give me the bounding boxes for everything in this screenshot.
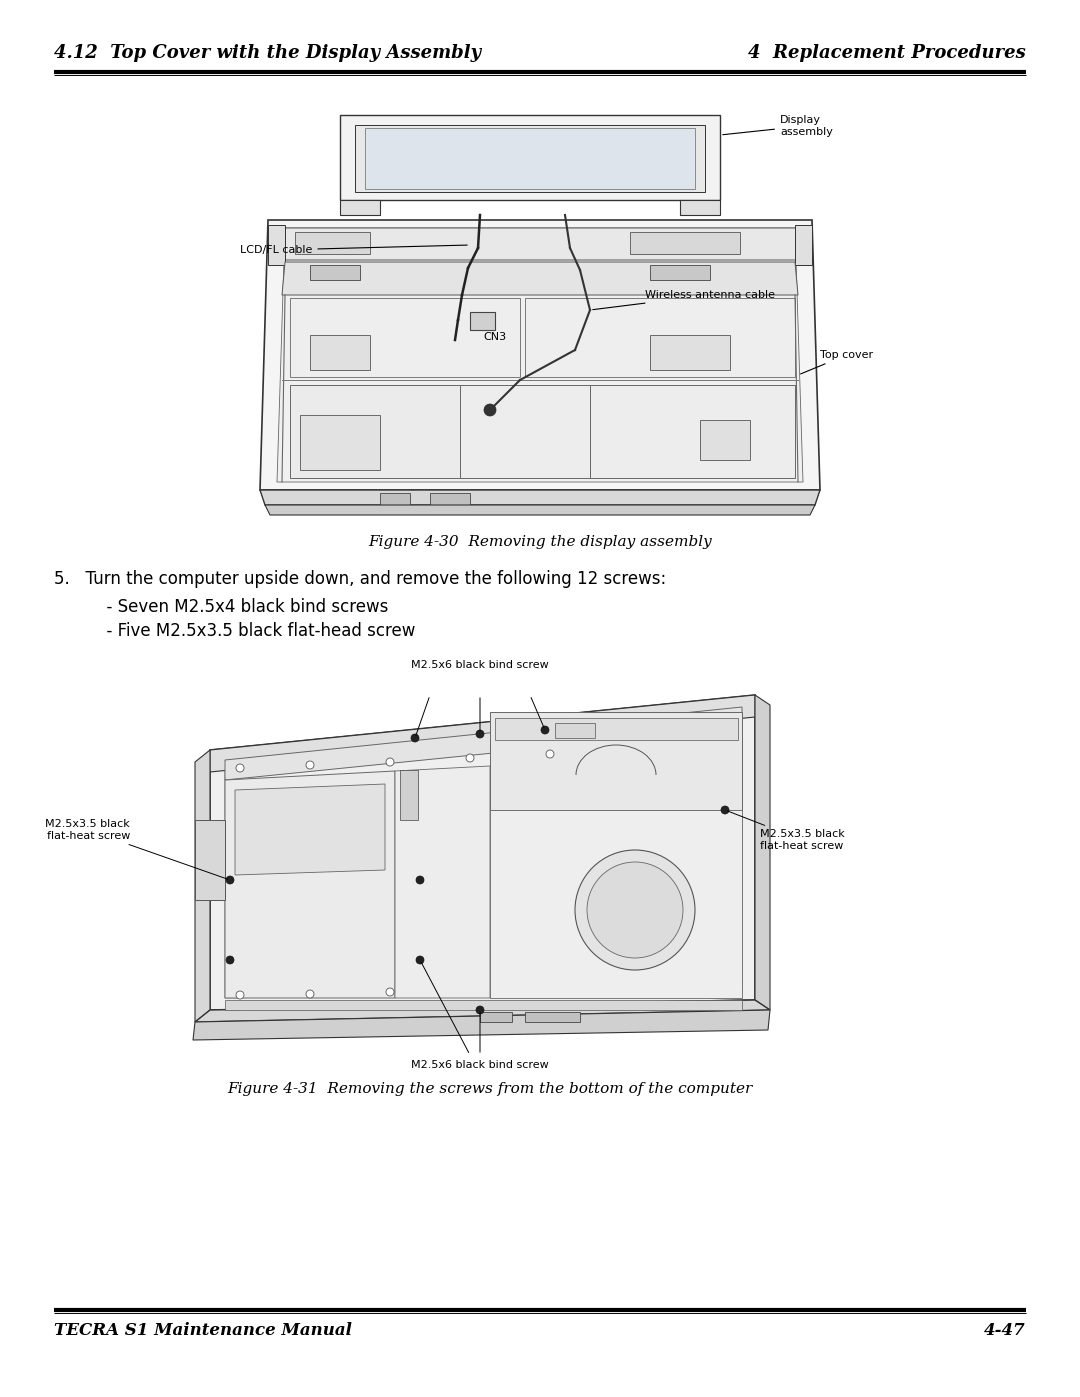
FancyBboxPatch shape <box>700 420 750 460</box>
Text: Wireless antenna cable: Wireless antenna cable <box>593 291 775 310</box>
Polygon shape <box>291 298 519 377</box>
Polygon shape <box>680 200 720 215</box>
Polygon shape <box>195 1000 770 1023</box>
Polygon shape <box>291 386 460 478</box>
Circle shape <box>546 750 554 759</box>
Polygon shape <box>650 265 710 279</box>
Circle shape <box>721 806 729 814</box>
FancyBboxPatch shape <box>480 1011 512 1023</box>
Text: M2.5x6 black bind screw: M2.5x6 black bind screw <box>411 1060 549 1070</box>
Circle shape <box>226 876 234 884</box>
Polygon shape <box>755 694 770 1010</box>
Circle shape <box>386 988 394 996</box>
Polygon shape <box>278 228 802 260</box>
Text: 5.   Turn the computer upside down, and remove the following 12 screws:: 5. Turn the computer upside down, and re… <box>54 570 666 588</box>
Polygon shape <box>260 219 820 490</box>
Polygon shape <box>195 820 225 900</box>
Polygon shape <box>525 298 795 377</box>
Polygon shape <box>590 386 795 478</box>
Text: LCD/FL cable: LCD/FL cable <box>240 244 468 256</box>
Circle shape <box>386 759 394 766</box>
Polygon shape <box>225 707 742 780</box>
Polygon shape <box>355 124 705 191</box>
Polygon shape <box>282 263 798 295</box>
FancyBboxPatch shape <box>400 770 418 820</box>
Text: CN3: CN3 <box>483 332 507 342</box>
Text: M2.5x3.5 black
flat-heat screw: M2.5x3.5 black flat-heat screw <box>728 812 845 851</box>
Polygon shape <box>210 694 755 773</box>
Polygon shape <box>268 225 285 265</box>
Circle shape <box>416 956 424 964</box>
Circle shape <box>476 1006 484 1014</box>
FancyBboxPatch shape <box>310 335 370 370</box>
Circle shape <box>237 764 244 773</box>
Text: 4-47: 4-47 <box>984 1322 1026 1338</box>
Polygon shape <box>340 200 380 215</box>
Polygon shape <box>265 504 815 515</box>
FancyBboxPatch shape <box>525 1011 580 1023</box>
Polygon shape <box>295 232 370 254</box>
Circle shape <box>411 733 419 742</box>
Circle shape <box>416 876 424 884</box>
Text: Display
assembly: Display assembly <box>723 115 833 137</box>
Circle shape <box>465 754 474 761</box>
FancyBboxPatch shape <box>470 312 495 330</box>
FancyBboxPatch shape <box>300 415 380 469</box>
Polygon shape <box>225 707 742 997</box>
FancyBboxPatch shape <box>430 493 470 504</box>
Polygon shape <box>630 232 740 254</box>
Polygon shape <box>260 490 820 504</box>
Polygon shape <box>365 129 696 189</box>
FancyBboxPatch shape <box>555 724 595 738</box>
Text: TECRA S1 Maintenance Manual: TECRA S1 Maintenance Manual <box>54 1322 352 1338</box>
Circle shape <box>306 990 314 997</box>
Text: M2.5x3.5 black
flat-heat screw: M2.5x3.5 black flat-heat screw <box>45 819 228 879</box>
Polygon shape <box>340 115 720 200</box>
Circle shape <box>476 731 484 738</box>
Text: Figure 4-31  Removing the screws from the bottom of the computer: Figure 4-31 Removing the screws from the… <box>228 1083 753 1097</box>
Polygon shape <box>795 225 812 265</box>
Circle shape <box>575 849 696 970</box>
Text: M2.5x6 black bind screw: M2.5x6 black bind screw <box>411 659 549 671</box>
Polygon shape <box>210 694 755 1010</box>
Polygon shape <box>225 1000 742 1010</box>
Circle shape <box>484 404 496 416</box>
Text: 4  Replacement Procedures: 4 Replacement Procedures <box>748 43 1026 61</box>
Polygon shape <box>235 784 384 875</box>
Polygon shape <box>225 771 395 997</box>
FancyBboxPatch shape <box>650 335 730 370</box>
Circle shape <box>226 956 234 964</box>
FancyBboxPatch shape <box>380 493 410 504</box>
Text: Top cover: Top cover <box>800 351 873 374</box>
Polygon shape <box>395 766 490 997</box>
Polygon shape <box>193 1010 770 1039</box>
Text: - Five M2.5x3.5 black flat-head screw: - Five M2.5x3.5 black flat-head screw <box>75 622 416 640</box>
Circle shape <box>237 990 244 999</box>
Text: Figure 4-30  Removing the display assembly: Figure 4-30 Removing the display assembl… <box>368 535 712 549</box>
Circle shape <box>588 862 683 958</box>
Text: 4.12  Top Cover with the Display Assembly: 4.12 Top Cover with the Display Assembly <box>54 43 481 61</box>
Text: - Seven M2.5x4 black bind screws: - Seven M2.5x4 black bind screws <box>75 598 389 616</box>
Circle shape <box>541 726 549 733</box>
Polygon shape <box>276 228 804 482</box>
Polygon shape <box>495 718 738 740</box>
Polygon shape <box>490 712 742 810</box>
Circle shape <box>306 761 314 768</box>
Polygon shape <box>195 750 210 1023</box>
Polygon shape <box>310 265 360 279</box>
Polygon shape <box>460 386 590 478</box>
Polygon shape <box>490 810 742 997</box>
